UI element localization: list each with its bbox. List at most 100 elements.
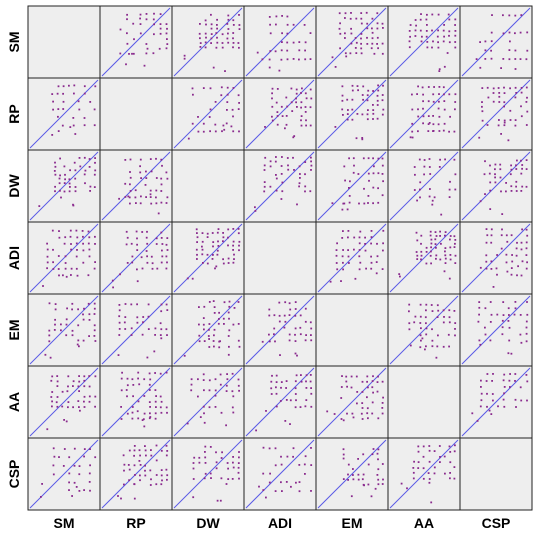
data-point: [375, 261, 378, 263]
data-point: [428, 445, 431, 447]
data-point: [160, 303, 163, 306]
data-point: [124, 196, 127, 198]
data-point: [273, 314, 276, 317]
data-point: [136, 321, 139, 324]
reference-line: [461, 7, 531, 77]
data-point: [454, 254, 457, 257]
data-point: [372, 186, 375, 189]
data-point: [310, 97, 313, 100]
reference-line: [317, 223, 387, 293]
data-point: [426, 24, 428, 26]
data-point: [449, 472, 451, 474]
data-point: [347, 236, 349, 239]
data-point: [269, 50, 272, 52]
data-point: [232, 240, 235, 243]
data-point: [376, 255, 379, 258]
data-point: [448, 316, 451, 319]
data-point: [525, 332, 528, 335]
data-point: [425, 327, 428, 330]
data-point: [453, 235, 456, 238]
data-point: [443, 122, 446, 125]
data-point: [420, 327, 422, 330]
data-point: [310, 334, 312, 336]
data-point: [228, 317, 230, 320]
data-point: [443, 100, 446, 102]
data-point: [431, 310, 434, 312]
data-point: [417, 467, 420, 469]
data-point: [488, 409, 491, 412]
data-point: [147, 328, 150, 330]
data-point: [350, 375, 353, 378]
data-point: [155, 406, 157, 408]
data-point: [298, 490, 301, 493]
data-point: [490, 260, 493, 263]
data-point: [508, 49, 511, 51]
data-point: [346, 113, 349, 115]
data-point: [354, 37, 357, 39]
data-point: [285, 387, 287, 389]
data-point: [361, 391, 364, 393]
data-point: [334, 126, 337, 128]
data-point: [345, 55, 348, 58]
data-point: [411, 108, 414, 111]
data-point: [292, 136, 295, 139]
data-point: [68, 472, 71, 475]
reference-line: [317, 151, 387, 221]
column-label-em: EM: [342, 515, 363, 531]
data-point: [232, 456, 234, 458]
data-point: [145, 236, 148, 239]
data-point: [437, 46, 440, 49]
data-point: [149, 193, 152, 196]
data-point: [511, 260, 514, 263]
data-point: [367, 195, 370, 197]
data-point: [366, 94, 369, 97]
data-point: [83, 85, 86, 88]
data-point: [48, 302, 51, 305]
data-point: [454, 30, 457, 32]
data-point: [300, 119, 302, 122]
data-point: [144, 184, 147, 186]
data-point: [367, 463, 370, 466]
data-point: [154, 412, 157, 415]
data-point: [507, 352, 510, 355]
data-point: [375, 272, 378, 275]
data-point: [438, 86, 441, 88]
panel-em-vs-sm: [27, 293, 101, 367]
data-point: [353, 164, 355, 167]
data-point: [367, 157, 370, 160]
data-point: [338, 27, 341, 30]
data-point: [434, 238, 437, 241]
data-point: [212, 300, 215, 302]
data-point: [454, 46, 457, 49]
data-point: [510, 168, 513, 171]
data-point: [263, 190, 266, 193]
data-point: [486, 392, 488, 395]
data-point: [231, 108, 234, 111]
panel-adi-vs-em: [315, 221, 389, 295]
data-point: [454, 41, 457, 43]
data-point: [209, 446, 212, 448]
data-point: [191, 122, 194, 125]
data-point: [275, 392, 278, 395]
data-point: [351, 84, 354, 87]
data-point: [286, 41, 289, 44]
data-point: [183, 54, 186, 57]
data-point: [155, 196, 157, 199]
data-point: [477, 320, 480, 323]
data-point: [362, 98, 364, 101]
data-point: [149, 378, 152, 381]
data-point: [371, 27, 373, 30]
data-point: [485, 267, 488, 270]
data-point: [152, 52, 155, 55]
data-point: [139, 32, 142, 35]
data-point: [495, 267, 498, 270]
data-point: [377, 47, 379, 50]
data-point: [366, 113, 369, 116]
data-point: [160, 474, 163, 477]
data-point: [145, 18, 148, 21]
data-point: [338, 12, 341, 15]
data-point: [377, 187, 379, 190]
data-point: [296, 354, 298, 357]
data-point: [432, 100, 435, 103]
data-point: [305, 334, 307, 336]
